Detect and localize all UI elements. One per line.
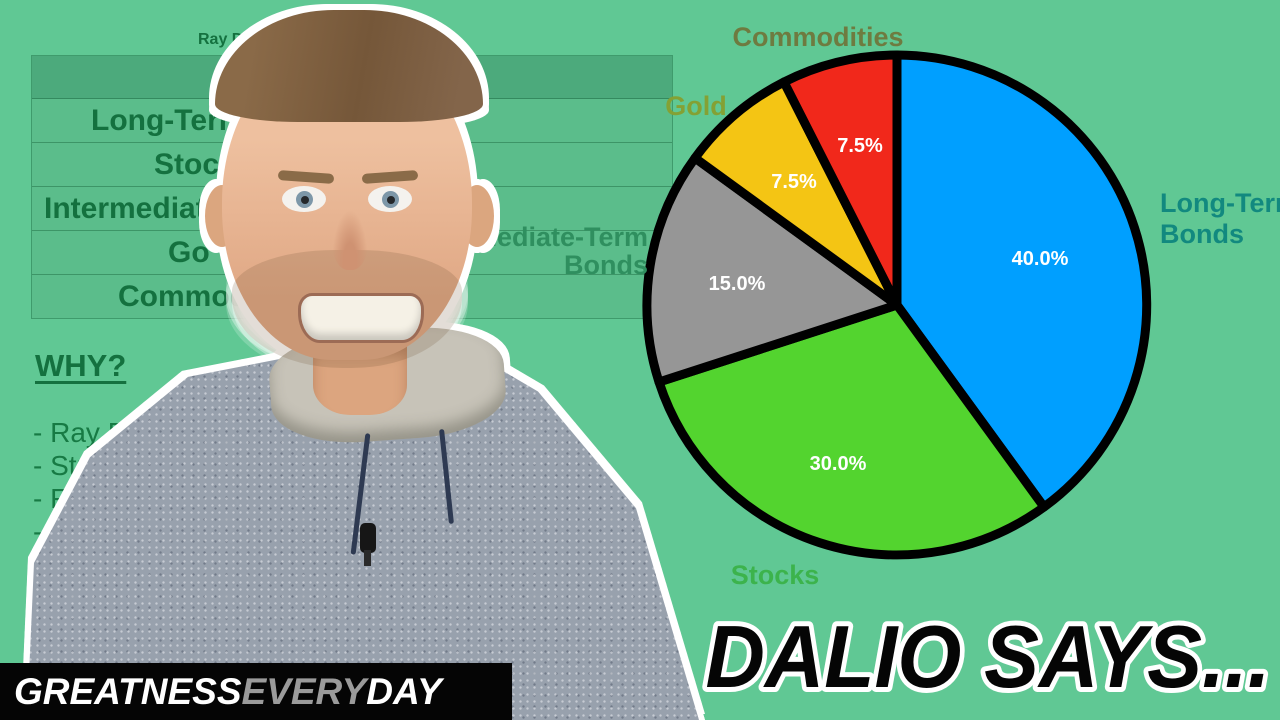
smile: [298, 293, 424, 343]
table-cell-label: Intermediate-: [44, 191, 233, 225]
lavalier-mic: [360, 523, 376, 553]
nose: [332, 210, 368, 270]
brand-part-day: DAY: [366, 670, 442, 712]
hair: [215, 10, 483, 122]
eye: [368, 186, 412, 212]
why-bullet-1-prefix: - Ray: [33, 417, 108, 448]
why-bullet-3: - F: [33, 483, 68, 514]
brand-part-greatness: GREATNESS: [14, 670, 242, 712]
presenter-photo: [20, 5, 720, 720]
category-label-intermediate-line2: Bonds: [564, 250, 648, 280]
category-label-long-term-line1: Long-Term: [1160, 188, 1280, 218]
pie-slice-long-term-bonds: [892, 50, 1152, 512]
pct-label-commodities: 7.5%: [837, 135, 883, 157]
caption-dalio-says: DALIO SAYS...: [701, 602, 1276, 711]
brand-part-every: EVERY: [241, 670, 367, 712]
table-cell-label: Go: [168, 235, 210, 269]
pupil: [387, 196, 395, 204]
table-cell-label: Stoc: [154, 147, 220, 181]
portfolio-pie-chart: 40.0% 30.0% 15.0% 7.5% 7.5% Commodities …: [430, 22, 1280, 590]
why-heading: WHY?: [35, 348, 127, 383]
pie-slice-stocks: [654, 300, 1049, 560]
pct-label-long-term-bonds: 40.0%: [1012, 248, 1069, 270]
table-cell-label: Commod: [118, 279, 248, 313]
category-label-gold: Gold: [665, 91, 727, 121]
pct-label-intermediate: 15.0%: [709, 273, 766, 295]
category-label-commodities: Commodities: [732, 22, 903, 52]
category-label-stocks: Stocks: [731, 560, 820, 590]
pupil: [301, 196, 309, 204]
category-label-long-term-line2: Bonds: [1160, 219, 1244, 249]
pct-label-stocks: 30.0%: [810, 453, 867, 475]
eye: [282, 186, 326, 212]
pct-label-gold: 7.5%: [771, 171, 817, 193]
pie-slice-intermediate-term-bonds: [642, 153, 902, 387]
pie-slice-commodities: [779, 50, 902, 310]
mic-clip: [364, 550, 371, 566]
caption-text: DALIO SAYS...: [706, 607, 1271, 706]
why-bullet-4: -: [33, 516, 43, 547]
brand-bar: GREATNESS EVERY DAY: [0, 663, 512, 720]
